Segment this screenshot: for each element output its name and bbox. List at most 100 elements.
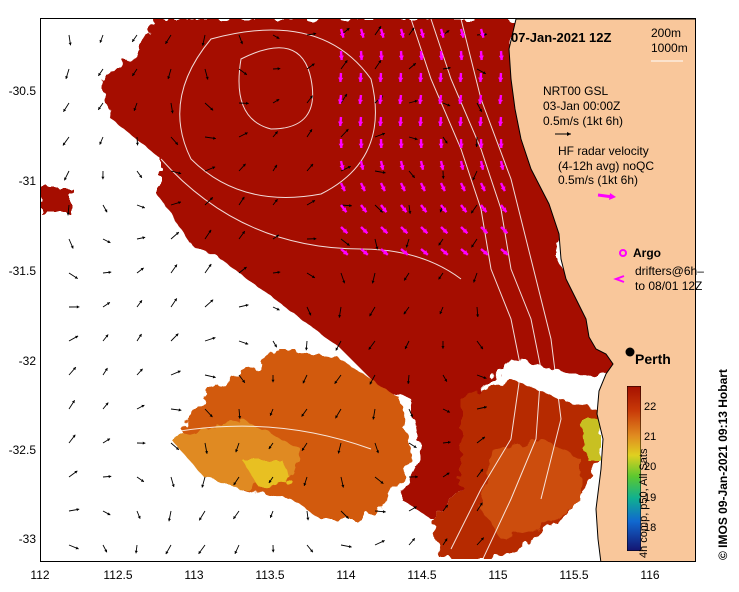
model-arrow xyxy=(204,336,216,342)
model-arrow xyxy=(408,408,414,418)
radar-arrow xyxy=(498,116,504,127)
model-arrow xyxy=(238,196,245,206)
model-arrow xyxy=(442,102,451,107)
model-arrow xyxy=(102,334,109,342)
radar-arrow xyxy=(399,160,405,171)
x-tick-label: 114.5 xyxy=(407,568,437,582)
model-velocity-arrows xyxy=(62,25,488,555)
model-arrow xyxy=(476,537,485,546)
model-arrow xyxy=(271,544,275,553)
x-tick-label: 112.5 xyxy=(103,568,133,582)
colorbar-tick: 22 xyxy=(644,401,657,413)
radar-arrow xyxy=(419,28,425,38)
model-arrow xyxy=(340,238,350,246)
model-arrow xyxy=(204,442,209,454)
model-arrow xyxy=(68,434,76,444)
map-area[interactable] xyxy=(40,18,696,562)
model-arrow xyxy=(408,442,417,449)
radar-arrow xyxy=(378,72,384,83)
model-arrow xyxy=(134,544,138,554)
model-arrow xyxy=(170,408,182,412)
model-arrow xyxy=(369,374,376,385)
model-arrow xyxy=(68,508,80,512)
model-arrow xyxy=(306,272,316,279)
model-arrow xyxy=(442,408,451,413)
model-arrow xyxy=(170,298,178,308)
model-arrow xyxy=(374,170,386,174)
model-arrow xyxy=(68,34,72,46)
radar-arrow xyxy=(458,138,464,149)
colorbar-tick: 19 xyxy=(644,492,657,504)
model-arrow xyxy=(170,264,178,274)
depth-label-1000: 1000m xyxy=(651,41,688,55)
depth-label-200: 200m xyxy=(651,26,682,40)
radar-arrow xyxy=(438,72,444,83)
model-arrow xyxy=(338,306,342,318)
radar-arrow xyxy=(459,28,465,38)
radar-arrow xyxy=(438,138,444,149)
radar-arrow xyxy=(360,248,369,256)
model-arrow xyxy=(408,537,416,546)
model-arrow xyxy=(238,266,247,274)
radar-arrow xyxy=(378,138,384,149)
model-arrow xyxy=(302,374,308,384)
model-arrow xyxy=(272,270,281,274)
model-arrow xyxy=(102,474,112,479)
model-arrow xyxy=(404,340,410,350)
model-arrow xyxy=(408,204,412,214)
model-arrow xyxy=(102,544,108,553)
radar-arrow xyxy=(439,160,445,171)
model-arrow xyxy=(238,408,242,419)
model-arrow xyxy=(441,170,445,179)
model-arrow xyxy=(165,34,172,45)
y-tick-label: -31 xyxy=(18,174,36,188)
model-arrow xyxy=(170,442,180,451)
model-arrow xyxy=(101,170,105,180)
map-canvas xyxy=(41,19,695,561)
model-arrow xyxy=(374,238,379,250)
model-arrow xyxy=(476,68,487,75)
model-arrow xyxy=(165,544,172,555)
radar-arrow xyxy=(458,116,464,127)
model-arrow xyxy=(204,374,216,379)
model-arrow xyxy=(476,405,487,410)
model-arrow xyxy=(68,400,76,410)
model-arrow xyxy=(476,102,483,113)
radar-arrow xyxy=(418,138,424,149)
model-arrow xyxy=(272,234,280,240)
radar-arrow xyxy=(418,50,424,61)
model-arrow xyxy=(303,476,308,486)
model-arrow xyxy=(374,540,385,546)
radar-arrow xyxy=(359,28,365,38)
model-arrow xyxy=(470,204,478,214)
model-arrow xyxy=(374,132,386,138)
sst-warm-region xyxy=(41,19,616,519)
model-arrow xyxy=(269,510,274,518)
y-tick-label: -32 xyxy=(18,354,36,368)
model-arrow xyxy=(442,504,449,512)
radar-arrow xyxy=(399,182,406,192)
radar-arrow xyxy=(399,28,405,38)
radar-arrow xyxy=(498,138,504,149)
model-arrow xyxy=(233,476,240,486)
radar-arrow xyxy=(339,160,345,171)
radar-arrow xyxy=(340,204,348,213)
model-arrow xyxy=(238,374,246,384)
model-arrow xyxy=(204,299,214,308)
radar-arrow xyxy=(380,204,388,213)
legend-model-line3: 0.5m/s (1kt 6h) xyxy=(543,114,624,128)
x-tick-label: 115 xyxy=(488,568,508,582)
model-arrow xyxy=(102,238,111,244)
model-arrow xyxy=(476,374,487,379)
model-arrow xyxy=(442,136,448,144)
model-arrow xyxy=(406,374,410,384)
model-arrow xyxy=(473,272,478,283)
model-arrow xyxy=(136,404,145,410)
model-arrow xyxy=(68,305,80,309)
radar-arrow xyxy=(398,72,404,83)
model-arrow xyxy=(97,102,104,111)
radar-arrow xyxy=(458,72,464,83)
model-arrow xyxy=(136,441,146,445)
radar-arrow xyxy=(420,226,429,235)
model-arrow xyxy=(340,510,350,519)
